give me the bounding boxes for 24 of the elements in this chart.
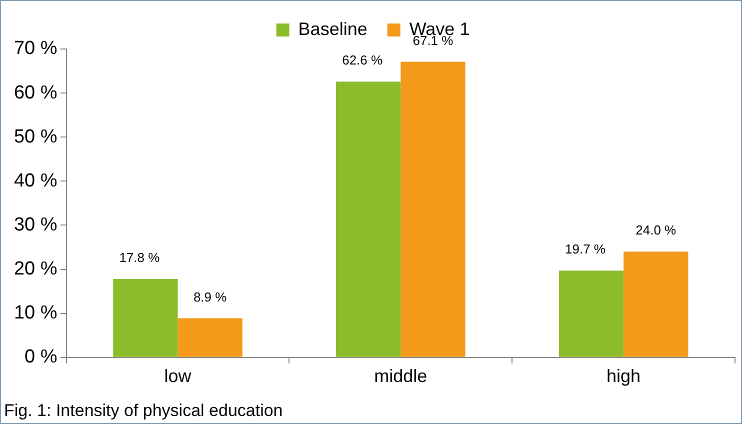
y-tick-label: 0 % <box>24 346 58 368</box>
legend-label: Baseline <box>298 18 368 39</box>
data-label: 19.7 % <box>564 242 606 257</box>
data-label: 24.0 % <box>636 222 677 238</box>
y-tick-label: 60 % <box>14 82 58 104</box>
y-tick-label: 10 % <box>14 302 58 324</box>
bar <box>400 62 466 357</box>
x-tick-label: low <box>164 366 192 386</box>
x-tick-label: high <box>606 366 641 386</box>
bar <box>178 318 242 357</box>
bar <box>558 270 624 357</box>
y-tick-label: 30 % <box>14 214 58 236</box>
data-label: 8.9 % <box>193 289 228 304</box>
x-tick-label: middle <box>374 366 428 386</box>
y-tick-label: 40 % <box>14 170 58 192</box>
data-label: 17.8 % <box>119 250 160 266</box>
y-tick-label: 50 % <box>14 126 58 148</box>
bar <box>624 252 688 357</box>
bar <box>113 278 178 357</box>
caption: Fig. 1: Intensity of physical education <box>4 401 283 420</box>
y-tick-label: 20 % <box>14 258 58 280</box>
y-tick-label: 70 % <box>14 38 58 60</box>
data-label: 62.6 % <box>342 52 384 68</box>
bar <box>336 82 401 357</box>
